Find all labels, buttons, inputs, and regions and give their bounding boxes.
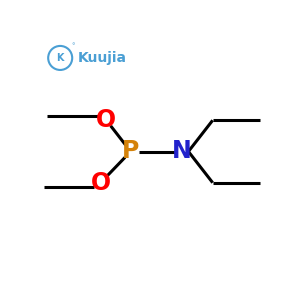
Text: Kuujia: Kuujia bbox=[77, 51, 127, 65]
Text: O: O bbox=[96, 108, 116, 132]
Text: °: ° bbox=[71, 44, 75, 50]
Text: K: K bbox=[56, 53, 64, 63]
Text: P: P bbox=[122, 140, 139, 164]
Text: O: O bbox=[91, 171, 111, 195]
Text: N: N bbox=[172, 140, 191, 164]
